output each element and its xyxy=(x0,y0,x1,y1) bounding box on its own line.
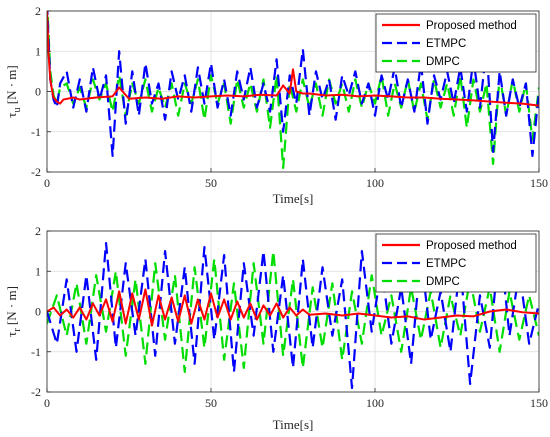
y-tick-label: 1 xyxy=(35,44,41,58)
y-tick-label: -1 xyxy=(31,345,41,359)
y-tick-label: 2 xyxy=(35,4,41,18)
y-tick-label: -2 xyxy=(31,385,41,399)
legend: Proposed method ETMPC DMPC xyxy=(375,233,537,293)
x-tick-label: 150 xyxy=(530,176,548,190)
series-line-etmpc xyxy=(47,11,539,157)
legend-label: DMPC xyxy=(426,56,460,68)
legend-label: Proposed method xyxy=(426,240,517,252)
x-axis-label: Time[s] xyxy=(273,417,314,432)
chart-panel-bottom: 0 50 100 150 -2 -1 0 1 2 Time[s] τr [N · m] Propose… xyxy=(4,224,548,432)
y-tick-label: 2 xyxy=(35,224,41,238)
chart-panel-top: 0 50 100 150 -2 -1 0 1 2 Time[s] τu [N · m] Propose… xyxy=(4,4,548,206)
x-axis-label: Time[s] xyxy=(273,191,314,206)
x-tick-label: 100 xyxy=(366,396,384,410)
y-tick-label: 0 xyxy=(35,305,41,319)
x-tick-label: 50 xyxy=(205,396,217,410)
y-label-unit: [N · m] xyxy=(4,65,19,107)
y-label-symbol: τ xyxy=(4,332,19,337)
legend-label: ETMPC xyxy=(426,38,466,50)
y-tick-label: 0 xyxy=(35,85,41,99)
y-tick-label: -1 xyxy=(31,125,41,139)
y-tick-label: -2 xyxy=(31,165,41,179)
y-label-subscript: u xyxy=(12,108,23,113)
legend-label: Proposed method xyxy=(426,20,517,32)
series-line-dmpc xyxy=(47,250,539,373)
x-tick-label: 50 xyxy=(205,176,217,190)
y-label-symbol: τ xyxy=(4,113,19,118)
legend-label: ETMPC xyxy=(426,258,466,270)
legend: Proposed method ETMPC DMPC xyxy=(375,13,537,73)
legend-label: DMPC xyxy=(426,276,460,288)
series-line-proposed-method xyxy=(47,288,539,327)
y-axis-label: τu [N · m] xyxy=(4,65,23,117)
series-line-proposed-method xyxy=(47,11,539,107)
y-label-unit: [N · m] xyxy=(4,286,19,328)
series-line-dmpc xyxy=(47,11,539,170)
x-tick-label: 0 xyxy=(44,396,50,410)
x-tick-label: 150 xyxy=(530,396,548,410)
x-tick-label: 0 xyxy=(44,176,50,190)
y-tick-label: 1 xyxy=(35,264,41,278)
y-label-subscript: r xyxy=(12,328,23,332)
x-tick-label: 100 xyxy=(366,176,384,190)
series-line-etmpc xyxy=(47,237,539,390)
y-axis-label: τr [N · m] xyxy=(4,286,23,337)
